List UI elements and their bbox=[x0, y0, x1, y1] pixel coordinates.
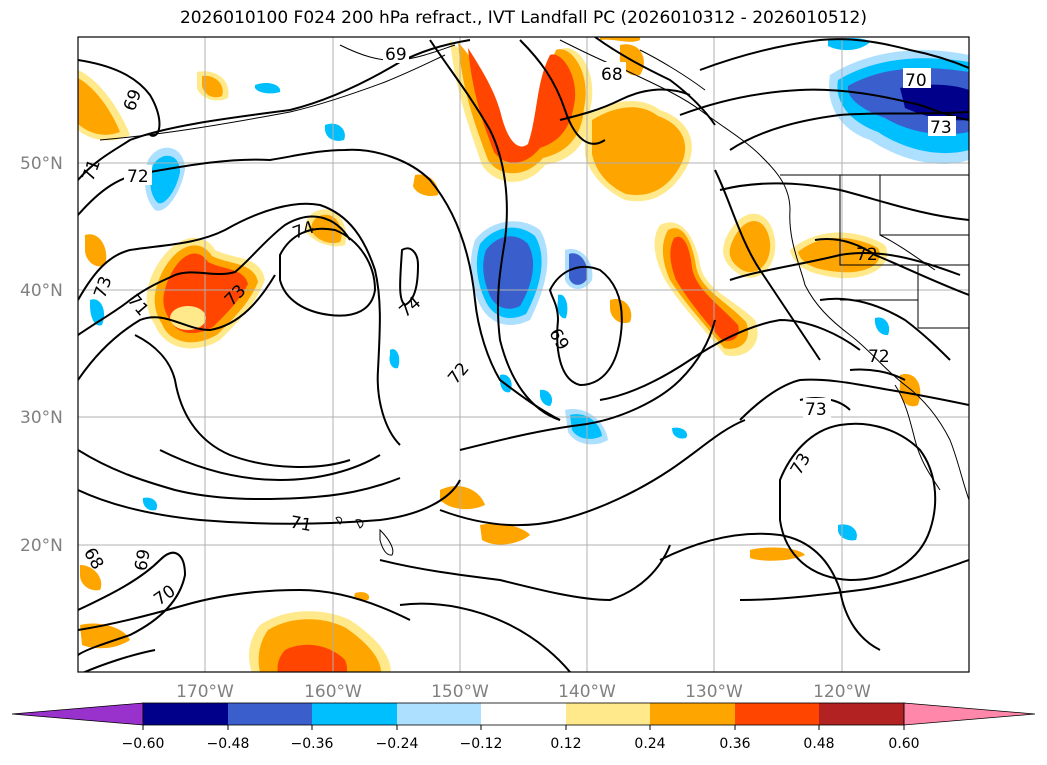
longitude-labels: 170°W 160°W 150°W 140°W 130°W 120°W bbox=[176, 682, 871, 702]
colorbar: −0.60 −0.48 −0.36 −0.24 −0.12 0.12 0.24 … bbox=[11, 702, 1036, 752]
lon-label-140w: 140°W bbox=[558, 682, 616, 702]
colorbar-tick: −0.24 bbox=[376, 736, 419, 752]
lon-label-150w: 150°W bbox=[431, 682, 489, 702]
svg-text:73: 73 bbox=[930, 118, 952, 138]
colorbar-tick: 0.12 bbox=[550, 736, 581, 752]
svg-text:73: 73 bbox=[805, 400, 827, 420]
colorbar-tick: 0.60 bbox=[888, 736, 919, 752]
latitude-labels: 50°N 40°N 30°N 20°N bbox=[20, 154, 63, 556]
colorbar-tick: −0.36 bbox=[291, 736, 334, 752]
colorbar-tick: −0.48 bbox=[207, 736, 250, 752]
map-frame bbox=[77, 36, 970, 673]
map-area: 69 68 70 73 71 72 74 73 71 69 74 72 73 7… bbox=[78, 37, 969, 672]
colorbar-tick: 0.48 bbox=[803, 736, 834, 752]
colorbar-tick: −0.60 bbox=[122, 736, 165, 752]
svg-text:71: 71 bbox=[79, 157, 105, 184]
svg-text:69: 69 bbox=[120, 87, 146, 114]
lon-label-130w: 130°W bbox=[685, 682, 743, 702]
lon-label-120w: 120°W bbox=[813, 682, 871, 702]
lat-label-20: 20°N bbox=[20, 536, 63, 556]
colorbar-tick: 0.36 bbox=[719, 736, 750, 752]
colorbar-tick: −0.12 bbox=[460, 736, 503, 752]
svg-text:68: 68 bbox=[601, 65, 623, 85]
positive-shading bbox=[78, 37, 921, 672]
svg-text:73: 73 bbox=[90, 274, 116, 301]
colorbar-tick: 0.24 bbox=[634, 736, 665, 752]
lat-label-40: 40°N bbox=[20, 281, 63, 301]
svg-text:69: 69 bbox=[544, 325, 572, 354]
svg-text:73: 73 bbox=[787, 450, 815, 479]
svg-text:69: 69 bbox=[385, 45, 407, 65]
map-title: 2026010100 F024 200 hPa refract., IVT La… bbox=[179, 8, 867, 28]
lon-label-170w: 170°W bbox=[176, 682, 234, 702]
lat-label-50: 50°N bbox=[20, 154, 63, 174]
svg-text:69: 69 bbox=[131, 548, 154, 573]
svg-text:72: 72 bbox=[127, 167, 149, 187]
svg-text:72: 72 bbox=[856, 245, 878, 265]
svg-text:70: 70 bbox=[150, 581, 179, 610]
svg-text:72: 72 bbox=[444, 359, 473, 388]
svg-text:70: 70 bbox=[905, 71, 927, 91]
svg-text:71: 71 bbox=[288, 513, 313, 536]
refractivity-contours bbox=[78, 37, 969, 672]
svg-text:72: 72 bbox=[868, 347, 890, 367]
lat-label-30: 30°N bbox=[20, 408, 63, 428]
lon-label-160w: 160°W bbox=[304, 682, 362, 702]
